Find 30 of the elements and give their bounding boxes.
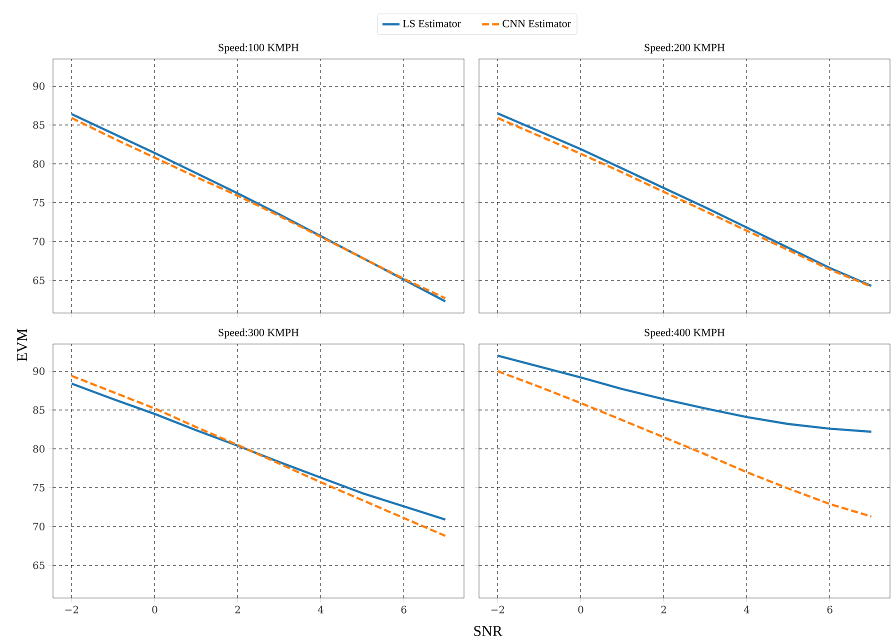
x-tick-label: 4 xyxy=(744,606,750,614)
y-tick-label: 90 xyxy=(33,367,45,375)
y-tick-label: 70 xyxy=(33,522,45,530)
x-tick-label: 0 xyxy=(152,606,158,614)
chart-title: Speed:100 KMPH xyxy=(218,44,299,54)
x-tick-label: 6 xyxy=(401,606,406,614)
y-tick-label: 65 xyxy=(33,562,44,570)
x-tick-label: 0 xyxy=(578,606,584,614)
y-axis-title: EVM xyxy=(17,328,28,362)
y-tick-label: 85 xyxy=(33,406,44,414)
x-tick-label: 2 xyxy=(235,606,240,614)
legend-label: LS Estimator xyxy=(402,20,461,28)
x-tick-label: −2 xyxy=(65,606,78,614)
chart-title: Speed:200 KMPH xyxy=(644,44,725,54)
y-tick-label: 70 xyxy=(33,238,45,246)
y-tick-label: 75 xyxy=(33,484,44,492)
x-tick-label: −2 xyxy=(491,606,504,614)
legend-label: CNN Estimator xyxy=(502,20,571,28)
x-tick-label: 4 xyxy=(318,606,324,614)
chart-title: Speed:400 KMPH xyxy=(644,328,725,338)
x-tick-label: 2 xyxy=(661,606,666,614)
y-tick-label: 65 xyxy=(33,276,44,284)
y-tick-label: 80 xyxy=(33,160,45,168)
x-tick-label: 6 xyxy=(827,606,832,614)
x-axis-title: SNR xyxy=(474,626,502,636)
y-tick-label: 90 xyxy=(33,82,45,90)
chart-title: Speed:300 KMPH xyxy=(218,328,299,338)
y-tick-label: 80 xyxy=(33,445,45,453)
y-tick-label: 85 xyxy=(33,121,44,129)
y-tick-label: 75 xyxy=(33,198,44,206)
